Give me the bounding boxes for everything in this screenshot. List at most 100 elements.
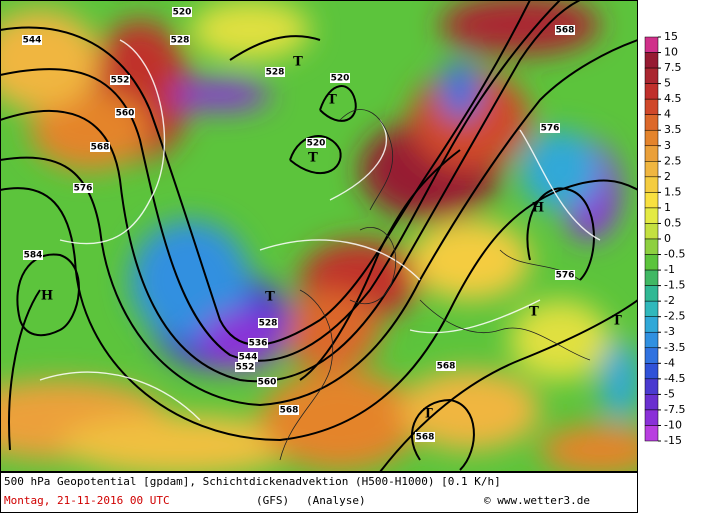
colorbar-swatch — [644, 83, 659, 100]
map-frame — [0, 0, 638, 472]
colorbar-label: -10 — [664, 418, 682, 431]
colorbar-swatch — [644, 254, 659, 271]
colorbar-swatch — [644, 285, 659, 302]
contour-label-bg — [265, 67, 285, 77]
contour-label: 568 — [91, 143, 110, 153]
colorbar-label: 2 — [664, 170, 671, 183]
pressure-center: H — [532, 201, 544, 216]
pressure-center: T — [293, 55, 303, 70]
colorbar-label: 1 — [664, 201, 671, 214]
caption-source: © www.wetter3.de — [484, 494, 590, 507]
colorbar-swatch — [644, 114, 659, 131]
contour-label: 576 — [74, 184, 93, 194]
caption-title: 500 hPa Geopotential [gpdam], Schichtdic… — [4, 475, 501, 488]
contour-label-bg — [22, 35, 42, 45]
pressure-center: T — [327, 93, 337, 108]
colorbar-label: -3.5 — [664, 341, 685, 354]
contour-label-bg — [115, 108, 135, 118]
colorbar-swatch — [644, 207, 659, 224]
contour-label: 568 — [416, 433, 435, 443]
colorbar-label: -0.5 — [664, 248, 685, 261]
colorbar-label: 0.5 — [664, 216, 682, 229]
contour-label-bg — [90, 142, 110, 152]
colorbar-label: 3.5 — [664, 123, 682, 136]
contour-label: 552 — [111, 76, 130, 86]
caption-date: Montag, 21-11-2016 00 UTC — [4, 494, 170, 507]
colorbar-label: 1.5 — [664, 185, 682, 198]
coastlines — [279, 109, 591, 461]
contour-label: 560 — [258, 378, 277, 388]
colorbar-swatch — [644, 331, 659, 349]
contour-label: 528 — [259, 319, 278, 329]
colorbar-swatch — [644, 98, 659, 115]
pressure-center: T — [612, 314, 622, 329]
contour-label: 552 — [236, 363, 255, 373]
colorbar-label: 3 — [664, 139, 671, 152]
contour-label-bg — [235, 362, 255, 372]
colorbar-swatch — [644, 129, 659, 147]
colorbar-label: -7.5 — [664, 403, 685, 416]
contour-label-bg — [238, 352, 258, 362]
contour-label: 560 — [116, 109, 135, 119]
contour-label-bg — [279, 405, 299, 415]
colorbar-label: 0 — [664, 232, 671, 245]
colorbar-swatch — [644, 36, 659, 53]
contour-label: 576 — [556, 271, 575, 281]
colorbar-swatch — [644, 316, 659, 333]
colorbar-label: -4 — [664, 356, 675, 369]
colorbar-label: -1 — [664, 263, 675, 276]
colorbar-swatch — [644, 145, 659, 162]
colorbar-swatch — [644, 192, 659, 209]
colorbar-swatch — [644, 425, 659, 442]
colorbar-swatch — [644, 300, 659, 317]
contour-label-bg — [172, 7, 192, 17]
caption-run: (Analyse) — [306, 494, 366, 507]
colorbar-swatch — [644, 378, 659, 395]
contour-label: 568 — [437, 362, 456, 372]
contour-label-bg — [555, 25, 575, 35]
contour-label-bg — [170, 35, 190, 45]
colorbar-label: -3 — [664, 325, 675, 338]
colorbar-label: 5 — [664, 77, 671, 90]
contour-label: 520 — [331, 74, 350, 84]
colorbar-label: -4.5 — [664, 372, 685, 385]
colorbar-label: -2.5 — [664, 310, 685, 323]
contour-label: 520 — [173, 8, 192, 18]
map-area — [0, 0, 638, 472]
contour-label: 528 — [171, 36, 190, 46]
colorbar-swatch — [644, 176, 659, 193]
colorbar-swatch — [644, 52, 659, 69]
colorbar-label: 4 — [664, 108, 671, 121]
contour-label-bg — [258, 318, 278, 328]
colorbar-label: -2 — [664, 294, 675, 307]
advection-isolines — [39, 39, 601, 421]
contour-label: 576 — [541, 124, 560, 134]
pressure-center: T — [265, 290, 275, 305]
contour-label-bg — [23, 250, 43, 260]
colorbar-label: -15 — [664, 434, 682, 447]
contour-label-bg — [436, 361, 456, 371]
colorbar-swatch — [644, 409, 659, 426]
colorbar-label: 7.5 — [664, 61, 682, 74]
map-labels: 5445525605685765845285205285205205685765… — [22, 7, 622, 443]
contour-label: 536 — [249, 339, 268, 349]
contour-label: 568 — [280, 406, 299, 416]
colorbar-swatch — [644, 269, 659, 286]
contour-label-bg — [306, 138, 326, 148]
contour-label-bg — [555, 270, 575, 280]
colorbar-swatch — [644, 67, 659, 84]
contour-label-bg — [73, 183, 93, 193]
colorbar-swatch — [644, 394, 659, 411]
colorbar-swatch — [644, 223, 659, 240]
contour-label: 544 — [23, 36, 42, 46]
contour-label: 544 — [239, 353, 258, 363]
contour-label: 584 — [24, 251, 43, 261]
advection-field — [0, 0, 638, 472]
pressure-center: T — [308, 151, 318, 166]
contour-label-bg — [415, 432, 435, 442]
colorbar-swatch — [644, 363, 659, 380]
pressure-center: T — [529, 305, 539, 320]
colorbar-label: -1.5 — [664, 279, 685, 292]
contour-label-bg — [540, 123, 560, 133]
